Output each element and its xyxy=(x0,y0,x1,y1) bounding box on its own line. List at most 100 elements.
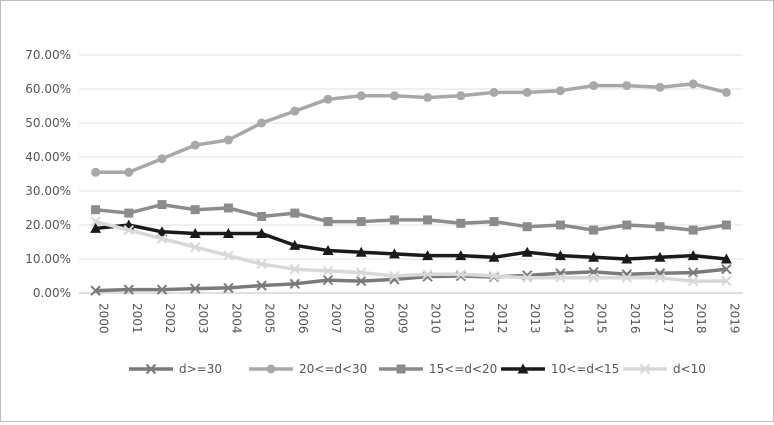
data-point xyxy=(256,280,267,291)
data-point xyxy=(91,167,101,177)
data-point xyxy=(389,91,399,101)
data-point xyxy=(189,228,201,238)
x-tick-label: 2019 xyxy=(727,303,741,334)
legend-item: 10<=d<15 xyxy=(501,362,619,376)
data-point xyxy=(356,91,366,101)
data-point xyxy=(355,246,367,257)
data-point xyxy=(687,267,699,278)
x-tick-label: 2005 xyxy=(263,303,277,334)
legend-item: 20<=d<30 xyxy=(249,362,367,376)
legend-item: d>=30 xyxy=(129,362,222,376)
data-point xyxy=(223,135,233,145)
data-point xyxy=(289,263,301,275)
data-point xyxy=(721,275,732,287)
data-point xyxy=(588,251,600,262)
x-tick-label: 2016 xyxy=(628,303,642,334)
legend-label: d<10 xyxy=(673,362,706,376)
data-point xyxy=(90,222,102,233)
data-point xyxy=(322,265,334,277)
data-point xyxy=(156,233,168,244)
series-line xyxy=(95,267,727,293)
y-tick-label: 10.00% xyxy=(25,252,71,266)
data-point xyxy=(124,208,134,218)
data-point xyxy=(554,250,566,261)
x-tick-label: 2006 xyxy=(296,303,310,334)
series-line xyxy=(95,223,727,261)
data-point xyxy=(145,363,157,375)
x-tick-label: 2012 xyxy=(495,303,509,334)
x-tick-label: 2008 xyxy=(362,303,376,334)
data-point xyxy=(455,269,467,280)
data-point xyxy=(389,215,399,225)
x-tick-label: 2011 xyxy=(462,303,476,334)
data-point xyxy=(290,106,300,116)
legend-label: d>=30 xyxy=(179,362,222,376)
x-tick-label: 2017 xyxy=(661,303,675,334)
data-point xyxy=(456,91,466,101)
data-point xyxy=(622,220,632,230)
data-point xyxy=(189,241,201,253)
data-point xyxy=(123,224,135,236)
x-tick-label: 2009 xyxy=(395,303,409,334)
data-point xyxy=(323,94,333,104)
data-point xyxy=(156,284,168,295)
y-tick-label: 40.00% xyxy=(25,150,71,164)
data-point xyxy=(654,272,666,283)
series-line xyxy=(95,82,727,175)
data-point xyxy=(721,87,731,97)
data-point xyxy=(687,250,699,261)
series-d>=30 xyxy=(90,263,732,296)
data-point xyxy=(190,140,200,150)
data-point xyxy=(356,217,366,227)
legend-item: 15<=d<20 xyxy=(379,362,497,376)
data-point xyxy=(124,167,134,177)
data-point xyxy=(222,228,234,238)
y-tick-label: 20.00% xyxy=(25,218,71,232)
data-point xyxy=(389,270,400,282)
series-line xyxy=(95,219,727,283)
data-point xyxy=(622,81,632,91)
data-point xyxy=(655,82,665,92)
data-point xyxy=(688,225,698,235)
data-point xyxy=(456,218,466,228)
series-15<=d<20 xyxy=(91,200,731,235)
x-tick-label: 2004 xyxy=(229,303,243,334)
data-point xyxy=(123,284,135,295)
x-tick-label: 2015 xyxy=(595,303,609,334)
data-point xyxy=(555,86,565,96)
data-point xyxy=(639,363,651,375)
x-tick-label: 2014 xyxy=(561,303,575,334)
data-point xyxy=(687,275,699,287)
data-point xyxy=(290,208,300,218)
y-tick-label: 60.00% xyxy=(25,82,71,96)
data-point xyxy=(223,203,233,213)
data-point xyxy=(257,118,267,128)
data-point xyxy=(223,282,234,294)
x-tick-label: 2018 xyxy=(694,303,708,334)
data-point xyxy=(423,215,433,225)
data-point xyxy=(423,93,433,102)
data-point xyxy=(621,272,633,283)
data-point xyxy=(256,258,267,270)
data-point xyxy=(289,239,301,250)
data-point xyxy=(223,250,234,261)
data-point xyxy=(90,216,101,227)
x-tick-label: 2000 xyxy=(97,303,111,334)
legend-label: 20<=d<30 xyxy=(299,362,367,376)
data-point xyxy=(90,285,101,296)
data-point xyxy=(522,222,532,232)
data-point xyxy=(621,253,633,264)
data-point xyxy=(720,253,732,264)
data-point xyxy=(489,87,499,97)
data-point xyxy=(91,205,101,215)
data-point xyxy=(654,251,666,262)
series-20<=d<30 xyxy=(91,79,731,177)
data-point xyxy=(655,222,665,232)
legend-label: 10<=d<15 xyxy=(551,362,619,376)
x-tick-label: 2002 xyxy=(163,303,177,334)
data-point xyxy=(488,270,500,282)
y-tick-label: 0.00% xyxy=(33,286,71,300)
y-tick-label: 50.00% xyxy=(25,116,71,130)
